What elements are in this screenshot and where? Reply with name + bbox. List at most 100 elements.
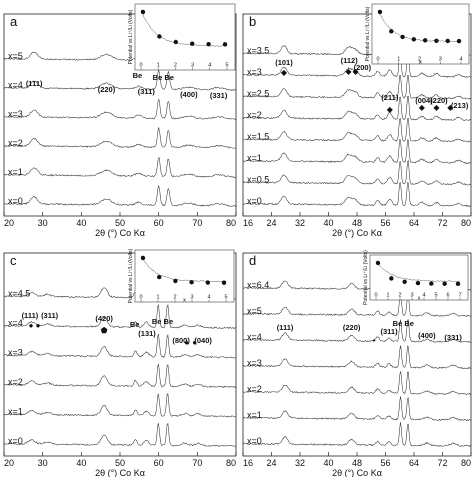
inset-tick-label: 1	[157, 63, 160, 69]
peak-annotation: (111)	[26, 79, 43, 88]
phase-marker: ◆	[433, 103, 440, 112]
panel-label-d: d	[249, 253, 256, 268]
inset-voltage-curve	[140, 255, 227, 283]
inset-sample-dot	[434, 38, 439, 43]
x-tick-label: 24	[266, 458, 276, 468]
x-tick-label: 32	[295, 458, 305, 468]
peak-annotation: (800)	[172, 336, 190, 345]
inset-tick-label: 7	[458, 293, 461, 299]
inset-tick-label: 4	[208, 63, 211, 69]
diffraction-trace	[242, 159, 472, 186]
inset-sample-dot	[377, 9, 383, 15]
x-tick-label: 16	[243, 218, 253, 228]
inset-a: 0 1 2 3 4 5 Potential vs Li⁺/Li (Volts)	[128, 3, 236, 71]
inset-tick-label: 3	[410, 293, 413, 299]
inset-voltage-curve	[375, 260, 461, 282]
inset-tick-label: 0	[139, 63, 142, 69]
peak-annotation: (213)	[451, 101, 469, 110]
x-tick-label: 20	[4, 458, 14, 468]
series-label: x=3	[8, 109, 23, 119]
inset-sample-dot	[173, 278, 178, 284]
series-label: x=4	[8, 80, 23, 90]
diffraction-trace	[3, 363, 237, 389]
x-tick-label: 60	[154, 458, 164, 468]
inset-sample-dot	[422, 38, 428, 43]
peak-annotation: (111)	[277, 323, 294, 332]
inset-b: 0 1 2 3 4 Potential vs Li⁺/Li (Volts) x	[365, 3, 470, 66]
series-label: x=0	[8, 196, 23, 206]
inset-sample-dot	[173, 39, 178, 45]
x-tick-label: 24	[266, 218, 276, 228]
diffraction-trace	[242, 345, 472, 369]
x-tick-label: 32	[295, 218, 305, 228]
diffraction-trace	[3, 157, 237, 178]
peak-annotation: Be	[130, 320, 140, 329]
x-tick-label: 40	[76, 458, 86, 468]
x-tick-label: 60	[154, 218, 164, 228]
panel-label-b: b	[249, 14, 256, 29]
inset-x-axis-label: x	[419, 60, 422, 66]
inset-tick-label: 4	[207, 295, 210, 301]
peak-annotation: (101)	[275, 58, 293, 67]
inset-frame	[134, 249, 235, 303]
series-label: x=2	[247, 384, 262, 394]
phase-marker: ⬟	[101, 326, 108, 335]
inset-sample-dot	[445, 38, 450, 44]
diffraction-trace	[242, 292, 471, 317]
inset-sample-dot	[389, 276, 394, 281]
x-tick-label: 64	[409, 218, 419, 228]
inset-sample-dot	[429, 281, 434, 286]
inset-sample-dot	[389, 29, 394, 34]
diffraction-trace	[242, 53, 472, 78]
series-label: x=2	[247, 110, 262, 120]
series-label: x=0	[247, 196, 262, 206]
diffraction-trace	[242, 74, 472, 100]
inset-d: 0 1 2 3 4 5 6 7 Potential vs Li⁺/Li (Volts) x	[363, 250, 469, 305]
inset-frame	[134, 3, 236, 71]
series-label: x=4	[8, 318, 23, 328]
series-label: x=3	[247, 67, 262, 77]
x-tick-label: 64	[409, 458, 419, 468]
series-label: x=0.5	[247, 175, 269, 185]
diffraction-trace	[242, 117, 472, 143]
diffraction-trace	[3, 392, 237, 418]
series-label: x=1	[247, 153, 262, 163]
inset-sample-dot	[189, 279, 194, 285]
inset-tick-label: 0	[139, 295, 142, 301]
x-tick-label: 40	[323, 458, 333, 468]
phase-marker: ◆	[345, 67, 352, 76]
peak-annotation: (220)	[98, 85, 116, 94]
phase-marker: ●	[29, 321, 34, 330]
inset-sample-dot	[140, 9, 146, 15]
inset-tick-label: 2	[173, 295, 176, 301]
x-tick-label: 70	[192, 458, 202, 468]
diffraction-trace	[243, 181, 472, 208]
inset-sample-dot	[221, 280, 227, 285]
inset-sample-dot	[205, 280, 210, 285]
panel-label-c: c	[10, 253, 17, 268]
series-label: x=5	[8, 51, 23, 61]
peak-annotation: (200)	[354, 63, 372, 72]
series-label: x=2	[8, 377, 23, 387]
diffraction-trace	[242, 319, 472, 343]
diffraction-trace	[4, 126, 237, 149]
x-tick-label: 48	[352, 458, 362, 468]
peak-annotation: (331)	[444, 333, 462, 342]
peak-annotation: (112)	[341, 56, 359, 65]
peak-annotation: (311)	[138, 87, 156, 96]
inset-y-axis-label: Potential vs Li⁺/Li (Volts)	[128, 248, 134, 303]
diffraction-trace	[3, 333, 237, 359]
inset-voltage-curve	[140, 9, 228, 47]
phase-marker: ◆	[352, 67, 359, 76]
series-label: x=3.5	[247, 46, 269, 56]
inset-tick-label: 3	[439, 57, 442, 63]
series-label: x=1	[8, 407, 23, 417]
inset-tick-label: 1	[397, 57, 400, 63]
series-label: x=3	[247, 358, 262, 368]
inset-tick-label: 0	[376, 57, 379, 63]
inset-tick-label: 1	[156, 295, 159, 301]
x-tick-label: 16	[243, 458, 253, 468]
